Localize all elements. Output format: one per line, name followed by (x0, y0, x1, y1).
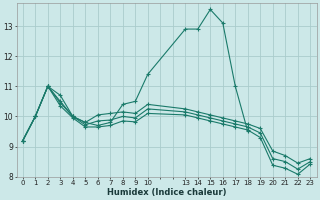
X-axis label: Humidex (Indice chaleur): Humidex (Indice chaleur) (107, 188, 226, 197)
